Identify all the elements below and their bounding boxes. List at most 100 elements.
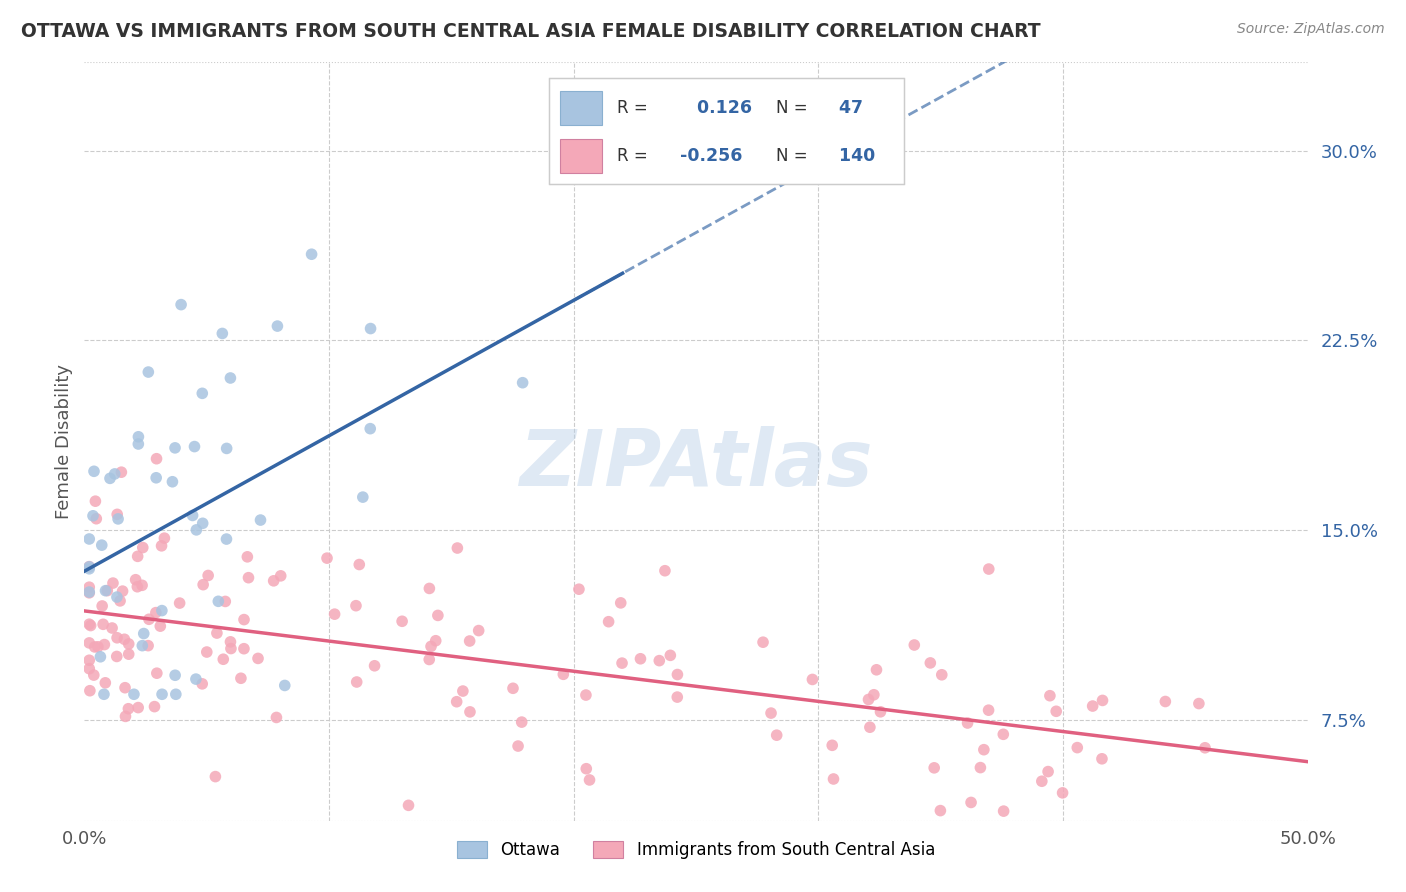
Point xyxy=(104,467,127,481)
Point xyxy=(143,699,166,714)
Point xyxy=(127,437,149,451)
Point xyxy=(1091,693,1114,707)
Point xyxy=(211,326,233,341)
Point xyxy=(869,705,891,719)
Point xyxy=(1039,689,1062,703)
Point xyxy=(821,739,844,753)
Point xyxy=(969,761,991,775)
Point xyxy=(610,656,633,670)
Point xyxy=(232,641,254,656)
Point xyxy=(666,690,689,704)
Point xyxy=(960,796,983,810)
Point xyxy=(77,532,100,546)
Point xyxy=(467,624,489,638)
Point xyxy=(170,298,193,312)
Point xyxy=(973,742,995,756)
Point xyxy=(823,772,845,786)
Point xyxy=(79,618,101,632)
Point xyxy=(77,586,100,600)
Point xyxy=(150,604,173,618)
Point xyxy=(77,580,100,594)
Point xyxy=(446,695,468,709)
Point xyxy=(553,667,575,681)
Point xyxy=(105,649,128,664)
Point xyxy=(301,247,323,261)
Point xyxy=(425,633,447,648)
Point xyxy=(150,687,173,701)
Point xyxy=(346,675,368,690)
Point xyxy=(263,574,285,588)
Point xyxy=(359,422,381,436)
Point xyxy=(108,594,131,608)
Point xyxy=(132,626,155,640)
Point xyxy=(93,638,115,652)
Point xyxy=(105,508,128,522)
Point xyxy=(111,584,134,599)
Point xyxy=(79,683,101,698)
Point xyxy=(270,569,292,583)
Point xyxy=(163,441,186,455)
Point xyxy=(191,577,214,591)
Point xyxy=(215,442,238,456)
Point xyxy=(977,703,1000,717)
Point xyxy=(219,635,242,649)
Point xyxy=(149,619,172,633)
Point xyxy=(191,677,214,691)
Point xyxy=(575,762,598,776)
Point xyxy=(801,673,824,687)
Point xyxy=(145,451,167,466)
Point xyxy=(105,631,128,645)
Point xyxy=(145,606,167,620)
Point xyxy=(903,638,925,652)
Point xyxy=(146,666,169,681)
Point xyxy=(197,568,219,582)
Point xyxy=(1052,786,1074,800)
Point xyxy=(77,585,100,599)
Point xyxy=(207,594,229,608)
Point xyxy=(759,706,782,720)
Point xyxy=(266,710,288,724)
Point xyxy=(229,671,252,685)
Point xyxy=(1081,699,1104,714)
Point xyxy=(249,513,271,527)
Point xyxy=(101,621,124,635)
Point xyxy=(654,564,676,578)
Y-axis label: Female Disability: Female Disability xyxy=(55,364,73,519)
Point xyxy=(91,599,114,613)
Point xyxy=(363,658,385,673)
Point xyxy=(205,626,228,640)
Point xyxy=(195,645,218,659)
Point xyxy=(96,583,118,598)
Point xyxy=(575,688,598,702)
Point xyxy=(181,508,204,523)
Point xyxy=(752,635,775,649)
Point xyxy=(609,596,631,610)
Point xyxy=(648,654,671,668)
Point xyxy=(236,549,259,564)
Point xyxy=(184,672,207,686)
Point xyxy=(502,681,524,696)
Text: ZIPAtlas: ZIPAtlas xyxy=(519,426,873,502)
Point xyxy=(993,727,1015,741)
Point xyxy=(112,632,135,647)
Point xyxy=(929,804,952,818)
Point xyxy=(316,551,339,566)
Point xyxy=(931,667,953,681)
Point xyxy=(666,667,689,681)
Point xyxy=(90,538,112,552)
Point xyxy=(114,709,136,723)
Point xyxy=(136,639,159,653)
Point xyxy=(266,319,288,334)
Point xyxy=(233,613,256,627)
Point xyxy=(138,612,160,626)
Text: OTTAWA VS IMMIGRANTS FROM SOUTH CENTRAL ASIA FEMALE DISABILITY CORRELATION CHART: OTTAWA VS IMMIGRANTS FROM SOUTH CENTRAL … xyxy=(21,22,1040,41)
Point xyxy=(344,599,367,613)
Point xyxy=(765,728,787,742)
Point xyxy=(98,471,121,485)
Point xyxy=(94,583,117,598)
Point xyxy=(150,539,173,553)
Point xyxy=(165,668,187,682)
Point xyxy=(132,541,155,555)
Point xyxy=(1154,694,1177,708)
Point xyxy=(426,608,449,623)
